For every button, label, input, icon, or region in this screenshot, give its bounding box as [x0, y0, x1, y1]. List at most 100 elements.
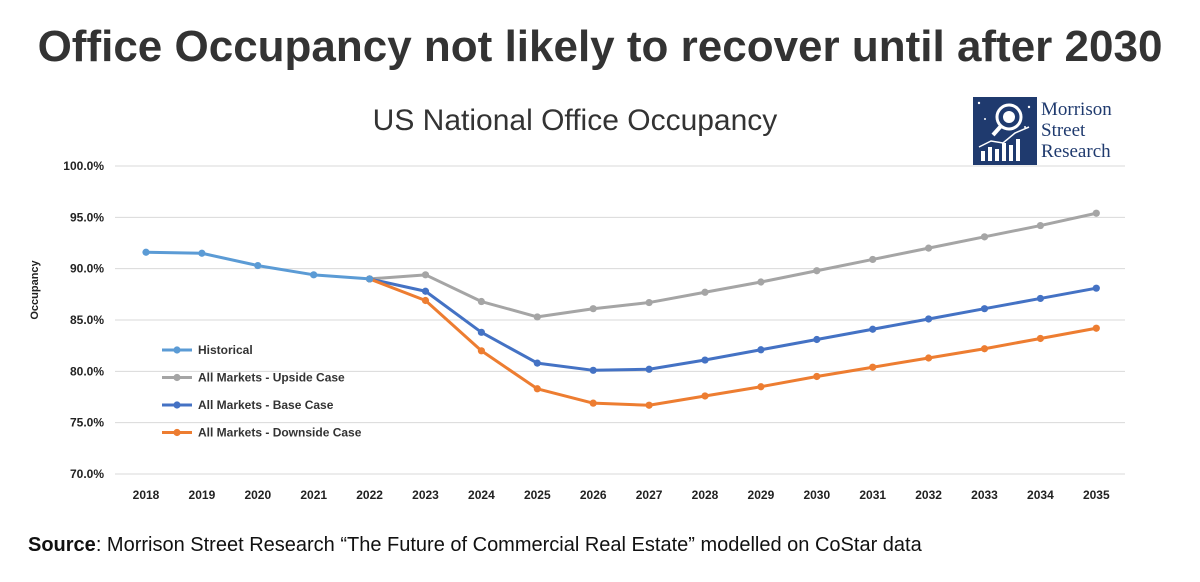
data-point — [757, 346, 765, 354]
series-line — [369, 277, 1097, 372]
y-tick-label: 80.0% — [70, 364, 104, 378]
morrison-street-research-logo: Morrison Street Research — [973, 97, 1143, 167]
data-point — [254, 261, 262, 270]
series-lines — [142, 209, 1100, 409]
data-point — [1092, 209, 1100, 217]
y-tick-label: 95.0% — [70, 210, 104, 224]
data-point — [701, 356, 709, 364]
data-point — [310, 271, 318, 279]
data-point — [421, 271, 430, 279]
data-point — [869, 363, 877, 371]
series-historical — [142, 248, 374, 283]
y-tick-label: 90.0% — [70, 262, 104, 276]
x-tick-label: 2024 — [468, 488, 495, 502]
x-tick-label: 2023 — [412, 488, 439, 502]
data-point — [477, 297, 485, 306]
x-tick-label: 2020 — [244, 488, 271, 502]
x-tick-label: 2019 — [189, 488, 216, 502]
logo-emblem-icon — [973, 97, 1037, 165]
data-point — [980, 305, 989, 313]
data-point — [421, 296, 430, 305]
x-tick-label: 2030 — [803, 488, 830, 502]
x-tick-label: 2029 — [748, 488, 775, 502]
data-point — [477, 347, 485, 355]
legend-item: Historical — [162, 343, 253, 357]
legend-label: All Markets - Base Case — [198, 398, 334, 412]
data-point — [813, 267, 821, 275]
data-point — [645, 365, 653, 373]
data-point — [869, 325, 877, 333]
data-point — [925, 354, 933, 362]
data-point — [1036, 334, 1044, 343]
series-all-markets-upside-case — [366, 209, 1100, 321]
series-line — [369, 211, 1097, 319]
data-point — [533, 359, 541, 367]
legend-label: All Markets - Downside Case — [198, 426, 362, 440]
series-all-markets-downside-case — [366, 275, 1100, 409]
logo-wordmark: Morrison Street Research — [1041, 99, 1112, 162]
data-point — [142, 248, 150, 256]
data-point — [589, 305, 597, 313]
x-tick-label: 2032 — [915, 488, 942, 502]
x-tick-label: 2034 — [1027, 488, 1054, 502]
x-tick-label: 2026 — [580, 488, 607, 502]
gridlines — [115, 165, 1125, 475]
legend-label: Historical — [198, 343, 253, 357]
data-point — [925, 244, 933, 252]
data-point — [645, 401, 653, 409]
legend-label: All Markets - Upside Case — [198, 371, 345, 385]
legend-item: All Markets - Upside Case — [162, 371, 345, 385]
x-tick-label: 2025 — [524, 488, 551, 502]
data-point — [980, 345, 989, 353]
legend-item: All Markets - Base Case — [162, 398, 334, 412]
data-point — [366, 275, 374, 283]
source-label: Source — [28, 534, 96, 556]
y-tick-labels: 70.0% 75.0% 80.0% 85.0% 90.0% 95.0% 100.0% — [63, 159, 104, 481]
logo-line-2: Street — [1041, 120, 1086, 141]
legend-marker — [173, 346, 181, 354]
data-point — [813, 372, 821, 381]
data-point — [925, 315, 933, 323]
data-point — [198, 249, 206, 257]
y-axis-label: Occupancy — [29, 259, 41, 319]
data-point — [533, 385, 541, 393]
data-point — [1092, 284, 1100, 292]
source-note: Source: Morrison Street Research “The Fu… — [28, 534, 922, 557]
logo-line-1: Morrison — [1041, 99, 1112, 120]
data-point — [589, 366, 597, 374]
headline: Office Occupancy not likely to recover u… — [37, 22, 1163, 71]
data-point — [645, 298, 653, 307]
logo-line-3: Research — [1041, 141, 1111, 162]
x-tick-label: 2028 — [692, 488, 719, 502]
x-tick-label: 2033 — [971, 488, 998, 502]
x-tick-label: 2018 — [133, 488, 160, 502]
data-point — [1036, 294, 1044, 303]
data-point — [701, 392, 709, 400]
chart-title: US National Office Occupancy — [373, 104, 778, 137]
source-text: : Morrison Street Research “The Future o… — [95, 534, 922, 556]
data-point — [533, 313, 541, 321]
y-tick-label: 85.0% — [70, 313, 104, 327]
x-tick-label: 2027 — [636, 488, 663, 502]
data-point — [980, 233, 989, 241]
y-tick-label: 100.0% — [63, 159, 104, 173]
data-point — [421, 287, 430, 295]
legend-marker — [173, 428, 181, 437]
data-point — [1092, 324, 1100, 332]
series-all-markets-base-case — [366, 275, 1100, 374]
x-tick-label: 2022 — [356, 488, 383, 502]
legend-marker — [173, 401, 181, 409]
x-tick-labels: 2018 2019 2020 2021 2022 2023 2024 2025 2026 2027… — [133, 488, 1110, 502]
y-tick-label: 75.0% — [70, 416, 104, 430]
series-line — [369, 277, 1097, 407]
data-point — [813, 335, 821, 344]
x-tick-label: 2031 — [859, 488, 886, 502]
data-point — [757, 383, 765, 391]
legend-item: All Markets - Downside Case — [162, 426, 362, 440]
data-point — [757, 278, 765, 286]
data-point — [701, 288, 709, 296]
data-point — [477, 328, 485, 336]
data-point — [589, 399, 597, 407]
legend-marker — [173, 373, 181, 382]
